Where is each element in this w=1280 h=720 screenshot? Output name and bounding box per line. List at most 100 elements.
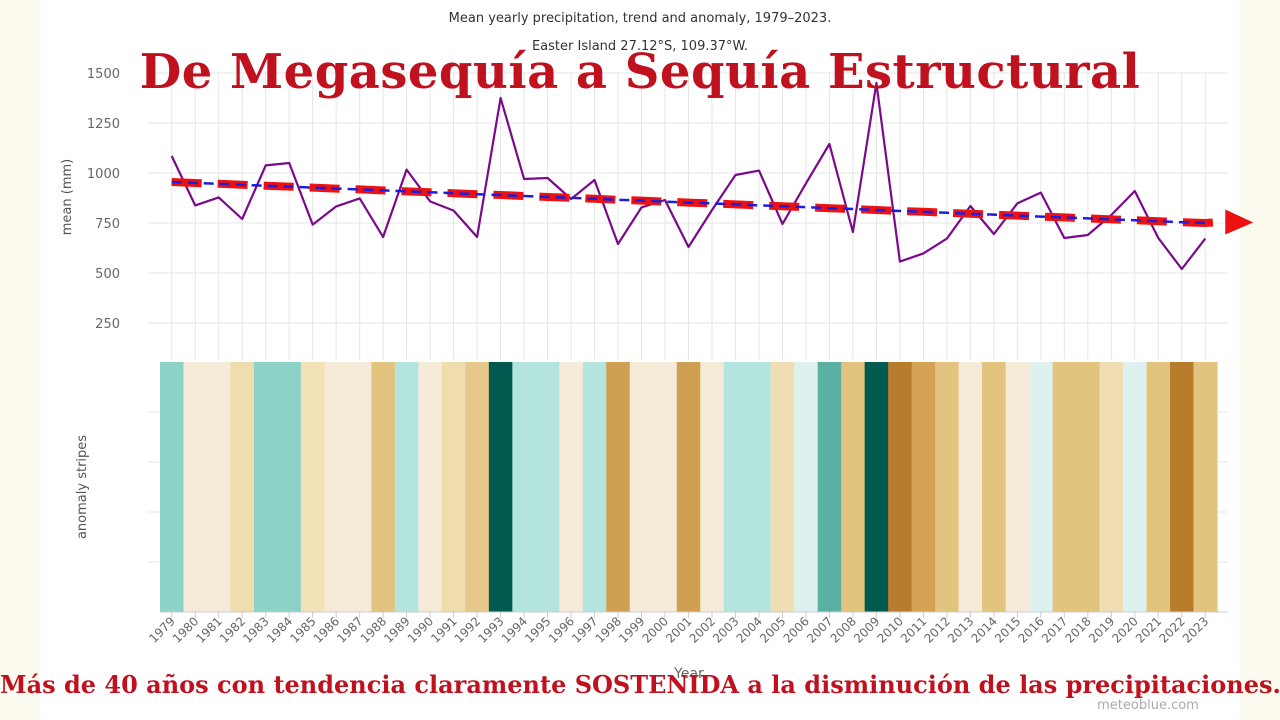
anomaly-stripe — [206, 362, 232, 612]
x-tick-label: 1987 — [334, 614, 365, 645]
anomaly-stripe — [394, 362, 419, 612]
x-axis-label: Year — [673, 666, 704, 682]
anomaly-stripe — [441, 362, 466, 612]
anomaly-stripe — [888, 362, 913, 612]
anomaly-stripe — [418, 362, 443, 612]
x-tick-label: 2009 — [851, 614, 882, 645]
x-tick-label: 2018 — [1062, 614, 1093, 645]
x-tick-label: 1984 — [264, 614, 295, 645]
anomaly-stripe — [512, 362, 537, 612]
anomaly-stripe — [1193, 362, 1218, 612]
anomaly-stripe — [723, 362, 748, 612]
x-tick-label: 2003 — [710, 614, 741, 645]
y-tick-label: 1500 — [87, 67, 120, 82]
x-tick-label: 1983 — [240, 614, 271, 645]
x-tick-label: 2011 — [898, 614, 929, 645]
x-tick-label: 2016 — [1015, 614, 1046, 645]
x-tick-label: 2020 — [1109, 614, 1140, 645]
y-axis-ticks: 250 500 750 1000 1250 1500 — [87, 67, 120, 332]
anomaly-stripe — [488, 362, 513, 612]
x-tick-label: 2000 — [640, 614, 671, 645]
anomaly-stripe — [1123, 362, 1148, 612]
grid-lines — [148, 72, 1228, 613]
x-axis-ticks: 1979198019811982198319841985198619871988… — [146, 612, 1211, 646]
x-tick-label: 1985 — [287, 614, 318, 645]
x-tick-label: 1981 — [193, 614, 224, 645]
x-tick-label: 2004 — [734, 614, 765, 645]
anomaly-stripe — [653, 362, 678, 612]
anomaly-stripe — [1052, 362, 1077, 612]
x-tick-label: 2017 — [1039, 614, 1070, 645]
anomaly-stripe — [770, 362, 795, 612]
y-tick-label: 1250 — [87, 117, 120, 132]
x-tick-label: 2013 — [945, 614, 976, 645]
x-tick-label: 1993 — [475, 614, 506, 645]
anomaly-stripe — [817, 362, 842, 612]
x-tick-label: 1986 — [311, 614, 342, 645]
x-tick-label: 1990 — [405, 614, 436, 645]
x-tick-label: 1980 — [170, 614, 201, 645]
x-tick-label: 2014 — [968, 614, 999, 645]
anomaly-stripe — [606, 362, 631, 612]
anomaly-stripe — [1029, 362, 1054, 612]
x-tick-label: 2001 — [663, 614, 694, 645]
anomaly-stripe — [535, 362, 560, 612]
x-tick-label: 1995 — [522, 614, 553, 645]
trend-series-line — [171, 180, 1206, 225]
anomaly-stripe — [982, 362, 1007, 612]
y-tick-label: 250 — [95, 317, 120, 332]
anomaly-stripes — [160, 362, 1218, 612]
overlay-headline: De Megasequía a Sequía Estructural — [139, 44, 1141, 100]
anomaly-stripe — [582, 362, 607, 612]
x-tick-label: 2008 — [828, 614, 859, 645]
x-tick-label: 1998 — [593, 614, 624, 645]
x-tick-label: 2021 — [1133, 614, 1164, 645]
anomaly-stripe — [347, 362, 372, 612]
anomaly-stripe — [935, 362, 960, 612]
anomaly-stripe — [300, 362, 326, 612]
anomaly-stripe — [324, 362, 349, 612]
anomaly-stripe — [1076, 362, 1101, 612]
anomaly-stripe — [465, 362, 490, 612]
x-tick-label: 2015 — [992, 614, 1023, 645]
chart-subtitle: Easter Island 27.12°S, 109.37°W. — [532, 39, 748, 54]
x-tick-label: 2019 — [1086, 614, 1117, 645]
anomaly-stripe — [629, 362, 654, 612]
mean-series-line — [170, 81, 1207, 271]
x-tick-label: 1996 — [546, 614, 577, 645]
trend-arrow — [1225, 209, 1254, 235]
anomaly-stripe — [277, 362, 302, 612]
anomaly-stripe — [230, 362, 255, 612]
x-tick-label: 2006 — [781, 614, 812, 645]
x-tick-label: 2005 — [757, 614, 788, 645]
anomaly-stripe — [841, 362, 866, 612]
trend-arrowhead — [1225, 209, 1254, 235]
y-axis-label: mean (mm) — [60, 159, 75, 235]
x-tick-label: 2002 — [687, 614, 718, 645]
x-tick-label: 1979 — [146, 614, 177, 645]
x-tick-label: 1994 — [499, 614, 530, 645]
overlay-caption: Más de 40 años con tendencia claramente … — [0, 670, 1280, 699]
x-tick-label: 1982 — [217, 614, 248, 645]
x-tick-label: 2010 — [875, 614, 906, 645]
anomaly-stripe — [183, 362, 208, 612]
anomaly-stripe — [864, 362, 889, 612]
x-tick-label: 2022 — [1156, 614, 1187, 645]
series-group — [170, 81, 1228, 271]
anomaly-stripe — [371, 362, 396, 612]
anomaly-stripe — [958, 362, 983, 612]
anomaly-stripe — [747, 362, 772, 612]
anomaly-stripe — [1170, 362, 1195, 612]
anomaly-stripe — [160, 362, 185, 612]
anomaly-stripe — [1099, 362, 1124, 612]
anomaly-stripe — [700, 362, 725, 612]
x-tick-label: 1999 — [616, 614, 647, 645]
anomaly-stripe — [676, 362, 701, 612]
chart-title: Mean yearly precipitation, trend and ano… — [449, 11, 832, 26]
anomaly-stripe — [794, 362, 819, 612]
x-tick-label: 2012 — [921, 614, 952, 645]
x-tick-label: 2023 — [1180, 614, 1211, 645]
anomaly-stripe — [1005, 362, 1030, 612]
y-tick-label: 500 — [95, 267, 120, 282]
